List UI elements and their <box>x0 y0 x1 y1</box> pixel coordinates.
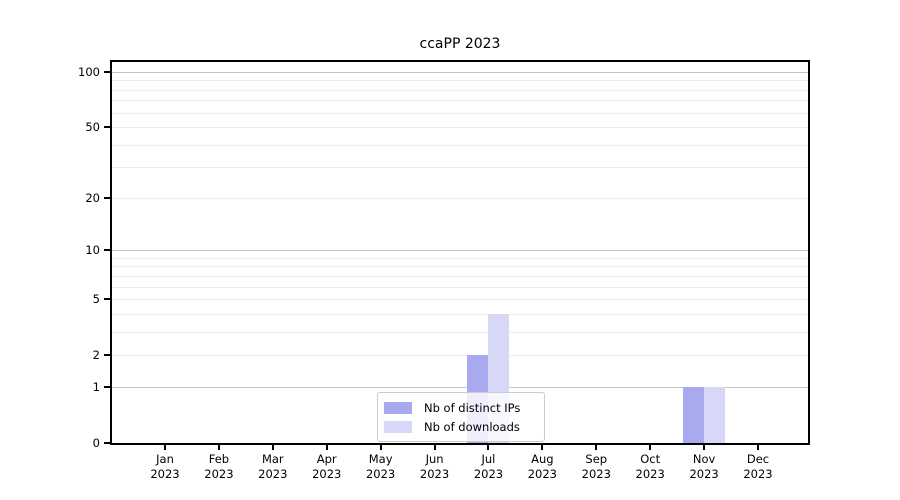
gridline-minor-6 <box>112 286 808 288</box>
x-tick-nov <box>703 445 706 450</box>
gridline-minor-70 <box>112 100 808 102</box>
y-tick-label-5: 5 <box>92 291 100 306</box>
y-tick-label-50: 50 <box>85 119 100 134</box>
x-tick-label-apr: Apr 2023 <box>295 452 359 482</box>
x-tick-label-jan: Jan 2023 <box>133 452 197 482</box>
x-tick-year: 2023 <box>689 467 719 481</box>
gridline-minor-90 <box>112 80 808 82</box>
x-tick-label-aug: Aug 2023 <box>510 452 574 482</box>
x-tick-month: Sep <box>585 452 608 466</box>
x-tick-month: Jun <box>425 452 444 466</box>
gridline-minor-7 <box>112 275 808 277</box>
y-tick-label-0: 0 <box>92 436 100 450</box>
y-tick-10 <box>104 249 110 252</box>
x-tick-label-mar: Mar 2023 <box>241 452 305 482</box>
bar-downloads-nov <box>704 387 726 443</box>
y-tick-label-1: 1 <box>92 380 100 395</box>
y-tick-100 <box>104 71 110 74</box>
gridline-minor-50 <box>112 126 808 128</box>
x-tick-year: 2023 <box>204 467 234 481</box>
x-tick-month: Dec <box>746 452 770 466</box>
x-tick-label-nov: Nov 2023 <box>672 452 736 482</box>
gridline-minor-30 <box>112 167 808 168</box>
legend-swatch-distinct-ips <box>384 401 412 414</box>
gridline-minor-9 <box>112 257 808 259</box>
x-tick-aug <box>541 445 544 450</box>
legend-label-distinct-ips: Nb of distinct IPs <box>424 400 521 415</box>
gridline-minor-20 <box>112 198 808 200</box>
legend-swatch-downloads <box>384 420 412 433</box>
x-tick-jan <box>164 445 166 450</box>
chart-title: ccaPP 2023 <box>419 36 501 52</box>
y-tick-label-2: 2 <box>92 347 100 362</box>
y-tick-20 <box>104 197 110 200</box>
gridline-minor-40 <box>112 144 808 146</box>
x-tick-month: Aug <box>531 452 554 466</box>
x-tick-year: 2023 <box>419 467 450 481</box>
x-tick-year: 2023 <box>635 467 665 481</box>
x-tick-month: Apr <box>316 452 337 466</box>
plot-area: 0 1 2 5 10 20 50 100 Jan 2023 Feb 2023 Mar 2023 Apr 202… <box>78 60 810 481</box>
gridline-minor-4 <box>112 313 808 315</box>
y-tick-0 <box>104 442 110 444</box>
x-tick-year: 2023 <box>150 467 180 481</box>
x-tick-year: 2023 <box>743 467 773 481</box>
y-tick-5 <box>104 297 110 300</box>
bar-distinct-ips-nov <box>683 387 705 443</box>
gridline-minor-2 <box>112 354 808 356</box>
x-tick-month: Oct <box>640 452 661 466</box>
gridline-minor-5 <box>112 298 808 300</box>
legend-row-downloads: Nb of downloads <box>384 417 536 436</box>
x-tick-feb <box>217 445 220 450</box>
x-tick-sep <box>595 445 598 450</box>
x-tick-mar <box>271 445 274 450</box>
x-tick-label-jul: Jul 2023 <box>456 452 520 482</box>
gridline-major-100 <box>112 72 808 74</box>
x-tick-label-dec: Dec 2023 <box>726 452 790 482</box>
x-tick-label-sep: Sep 2023 <box>564 452 628 482</box>
x-tick-year: 2023 <box>581 467 611 481</box>
y-tick-label-100: 100 <box>78 65 100 80</box>
y-tick-label-10: 10 <box>85 243 100 258</box>
x-tick-label-may: May 2023 <box>349 452 413 482</box>
x-tick-apr <box>325 445 328 450</box>
x-tick-oct <box>649 445 652 450</box>
legend-row-distinct-ips: Nb of distinct IPs <box>384 398 536 417</box>
legend-label-downloads: Nb of downloads <box>424 419 520 434</box>
gridline-minor-8 <box>112 266 808 268</box>
y-tick-1 <box>104 386 110 389</box>
x-tick-year: 2023 <box>527 467 557 481</box>
x-tick-year: 2023 <box>365 467 396 481</box>
gridline-minor-3 <box>112 331 808 333</box>
x-tick-month: Jan <box>156 452 174 466</box>
gridline-major-10 <box>112 250 808 252</box>
x-tick-month: Mar <box>261 452 284 466</box>
x-tick-may <box>379 445 382 450</box>
x-tick-label-jun: Jun 2023 <box>403 452 467 482</box>
x-tick-jun <box>433 445 436 450</box>
x-tick-month: Feb <box>208 452 230 466</box>
y-tick-50 <box>104 125 110 128</box>
x-tick-year: 2023 <box>258 467 288 481</box>
x-tick-label-feb: Feb 2023 <box>187 452 251 482</box>
x-tick-month: Nov <box>692 452 716 466</box>
x-tick-month: Jul <box>481 452 496 466</box>
gridline-minor-60 <box>112 112 808 114</box>
y-tick-label-20: 20 <box>85 191 100 206</box>
x-tick-jul <box>487 445 490 450</box>
x-tick-year: 2023 <box>473 467 504 481</box>
gridline-major-1 <box>112 387 808 389</box>
gridline-minor-80 <box>112 89 808 91</box>
x-tick-month: May <box>368 452 393 466</box>
x-tick-dec <box>757 445 759 450</box>
x-tick-label-oct: Oct 2023 <box>618 452 682 482</box>
y-tick-2 <box>104 353 110 356</box>
x-tick-year: 2023 <box>312 467 342 481</box>
legend: Nb of distinct IPs Nb of downloads <box>377 392 545 442</box>
